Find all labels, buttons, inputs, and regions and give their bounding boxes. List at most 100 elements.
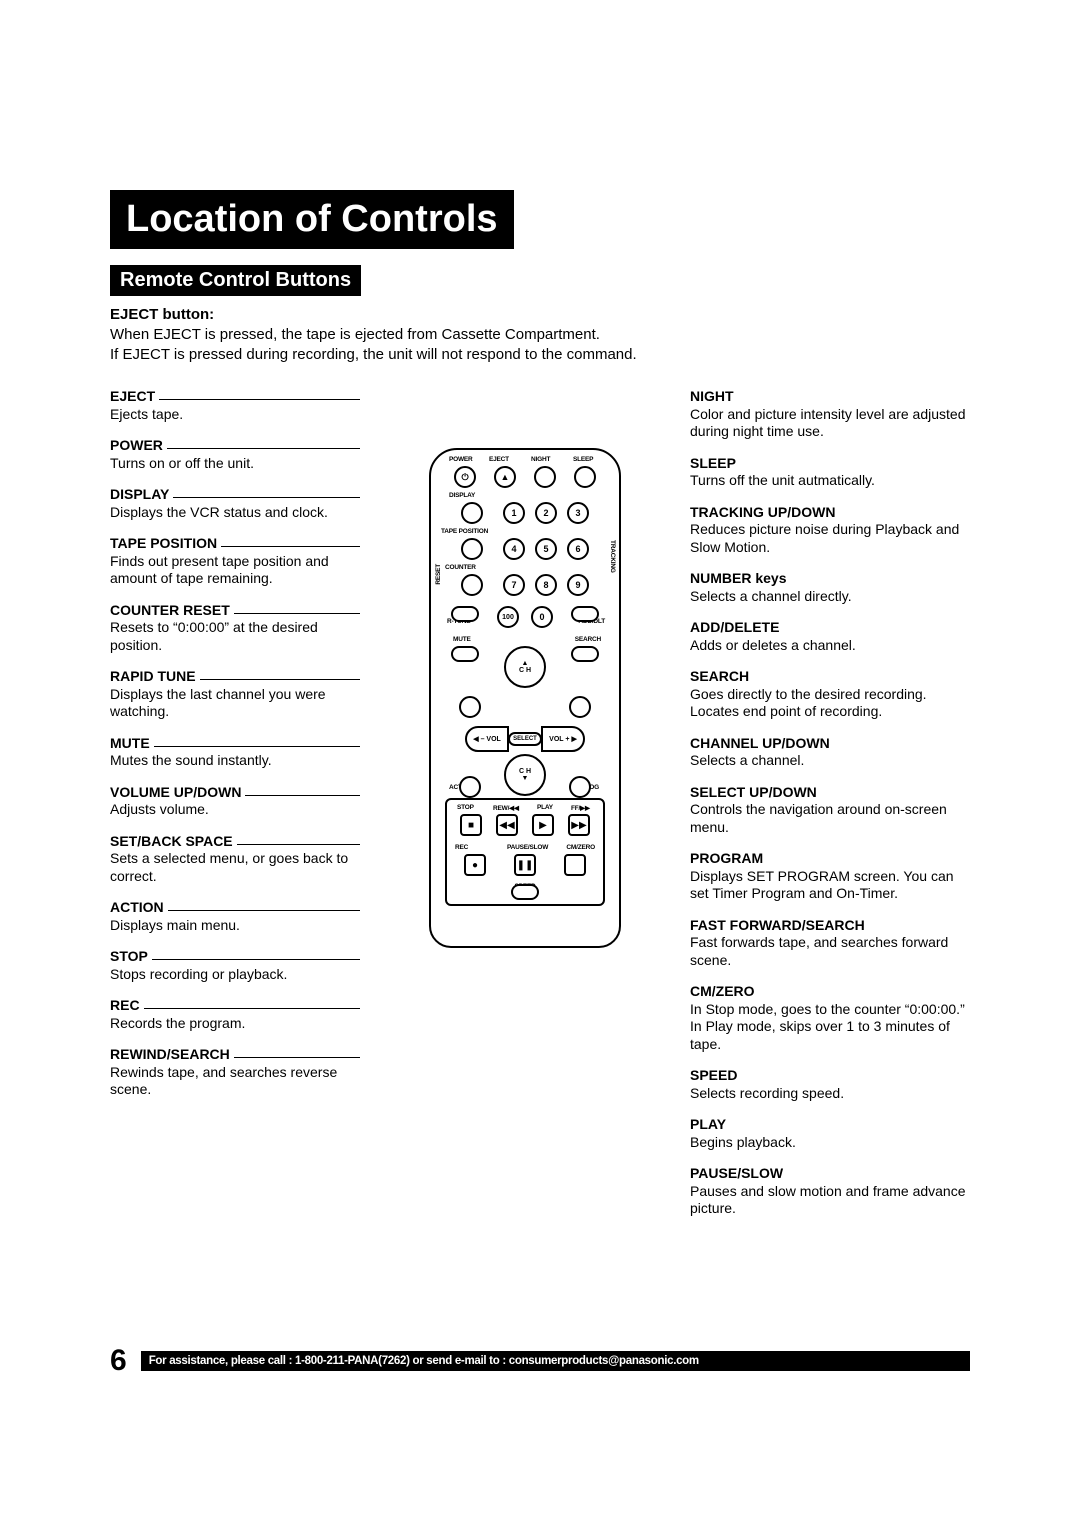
item-desc: Selects recording speed. (690, 1085, 970, 1103)
ch-down-button[interactable]: C H▼ (504, 754, 546, 796)
lbl-ff: FF/▶▶ (571, 804, 590, 812)
intro-block: EJECT button: When EJECT is pressed, the… (110, 306, 970, 364)
leader-line (144, 1002, 360, 1009)
item-title: SEARCH (690, 668, 970, 686)
prog-button[interactable] (569, 776, 591, 798)
item-title: PLAY (690, 1116, 970, 1134)
list-item: COUNTER RESETResets to “0:00:00” at the … (110, 602, 360, 655)
pause-slow-button[interactable]: ❚❚ (514, 854, 536, 876)
item-desc: In Stop mode, goes to the counter “0:00:… (690, 1001, 970, 1054)
lbl-pause-slow: PAUSE/SLOW (507, 844, 548, 851)
num-9-button[interactable]: 9 (567, 574, 589, 596)
leader-line (167, 442, 360, 449)
item-desc: Reduces picture noise during Playback an… (690, 521, 970, 556)
num-5-button[interactable]: 5 (535, 538, 557, 560)
list-item: PAUSE/SLOWPauses and slow motion and fra… (690, 1165, 970, 1218)
item-title: CHANNEL UP/DOWN (690, 735, 970, 753)
display-button[interactable] (461, 502, 483, 524)
item-desc: Selects a channel directly. (690, 588, 970, 606)
select-button[interactable]: SELECT (508, 732, 542, 746)
eject-button[interactable]: ▲ (494, 466, 516, 488)
item-title: PAUSE/SLOW (690, 1165, 970, 1183)
lbl-mute: MUTE (453, 636, 471, 643)
list-item: TRACKING UP/DOWNReduces picture noise du… (690, 504, 970, 557)
tape-position-button[interactable] (461, 538, 483, 560)
item-title-text: TAPE POSITION (110, 535, 217, 553)
item-title-text: COUNTER RESET (110, 602, 230, 620)
lbl-display: DISPLAY (449, 492, 475, 499)
lbl-stop: STOP (457, 804, 474, 811)
lbl-night: NIGHT (531, 456, 550, 463)
lbl-tape-position: TAPE POSITION (441, 528, 488, 535)
speed-button[interactable] (511, 884, 539, 900)
item-title: MUTE (110, 735, 360, 753)
page-title: Location of Controls (126, 198, 498, 240)
item-desc: Fast forwards tape, and searches forward… (690, 934, 970, 969)
item-title-text: SET/BACK SPACE (110, 833, 233, 851)
num-100-button[interactable]: 100 (497, 606, 519, 628)
action-button[interactable] (459, 776, 481, 798)
intro-body: When EJECT is pressed, the tape is eject… (110, 325, 970, 364)
item-desc: Displays the VCR status and clock. (110, 504, 360, 522)
list-item: SELECT UP/DOWNControls the navigation ar… (690, 784, 970, 837)
set-back-button[interactable] (459, 696, 481, 718)
item-title: VOLUME UP/DOWN (110, 784, 360, 802)
item-title: COUNTER RESET (110, 602, 360, 620)
vol-down-button[interactable]: ◀– VOL (465, 726, 509, 752)
remote-outline: POWER EJECT NIGHT SLEEP ⏻ ▲ DISPLAY 1 2 … (429, 448, 621, 948)
list-item: ADD/DELETEAdds or deletes a channel. (690, 619, 970, 654)
add-delete-button[interactable] (571, 606, 599, 622)
list-item: DISPLAYDisplays the VCR status and clock… (110, 486, 360, 521)
item-title: RAPID TUNE (110, 668, 360, 686)
leader-line (152, 953, 360, 960)
sleep-button[interactable] (574, 466, 596, 488)
list-item: ACTIONDisplays main menu. (110, 899, 360, 934)
num-3-button[interactable]: 3 (567, 502, 589, 524)
mute-button[interactable] (451, 646, 479, 662)
remote-diagram-column: POWER EJECT NIGHT SLEEP ⏻ ▲ DISPLAY 1 2 … (374, 388, 676, 1232)
item-desc: Begins playback. (690, 1134, 970, 1152)
num-6-button[interactable]: 6 (567, 538, 589, 560)
play-button[interactable]: ▶ (532, 814, 554, 836)
item-desc: Displays main menu. (110, 917, 360, 935)
list-item: PROGRAMDisplays SET PROGRAM screen. You … (690, 850, 970, 903)
power-button[interactable]: ⏻ (454, 466, 476, 488)
section-title: Remote Control Buttons (120, 269, 351, 291)
item-desc: Selects a channel. (690, 752, 970, 770)
ch-up-button[interactable]: ▲C H (504, 646, 546, 688)
night-button[interactable] (534, 466, 556, 488)
item-title-text: POWER (110, 437, 163, 455)
item-desc: Records the program. (110, 1015, 360, 1033)
item-title: SPEED (690, 1067, 970, 1085)
rtune-button[interactable] (451, 606, 479, 622)
item-title: TAPE POSITION (110, 535, 360, 553)
transport-panel: STOP REW/◀◀ PLAY FF/▶▶ ■ ◀◀ ▶ ▶▶ REC PAU… (445, 798, 605, 906)
num-2-button[interactable]: 2 (535, 502, 557, 524)
item-desc: Pauses and slow motion and frame advance… (690, 1183, 970, 1218)
item-title: NUMBER keys (690, 570, 970, 588)
search-button[interactable] (571, 646, 599, 662)
item-title: SET/BACK SPACE (110, 833, 360, 851)
ff-button[interactable]: ▶▶ (568, 814, 590, 836)
list-item: EJECTEjects tape. (110, 388, 360, 423)
cm-zero-button[interactable] (564, 854, 586, 876)
counter-button[interactable] (461, 574, 483, 596)
item-title-text: EJECT (110, 388, 155, 406)
item-title: SLEEP (690, 455, 970, 473)
item-desc: Rewinds tape, and searches reverse scene… (110, 1064, 360, 1099)
item-title: DISPLAY (110, 486, 360, 504)
leader-line (234, 1051, 360, 1058)
vol-up-button[interactable]: VOL +▶ (541, 726, 585, 752)
list-item: VOLUME UP/DOWNAdjusts volume. (110, 784, 360, 819)
num-4-button[interactable]: 4 (503, 538, 525, 560)
item-desc: Ejects tape. (110, 406, 360, 424)
num-0-button[interactable]: 0 (531, 606, 553, 628)
num-7-button[interactable]: 7 (503, 574, 525, 596)
rec-button[interactable]: ● (464, 854, 486, 876)
stop-button[interactable]: ■ (460, 814, 482, 836)
num-1-button[interactable]: 1 (503, 502, 525, 524)
rewind-button[interactable]: ◀◀ (496, 814, 518, 836)
item-title-text: MUTE (110, 735, 150, 753)
set-back-button-r[interactable] (569, 696, 591, 718)
num-8-button[interactable]: 8 (535, 574, 557, 596)
